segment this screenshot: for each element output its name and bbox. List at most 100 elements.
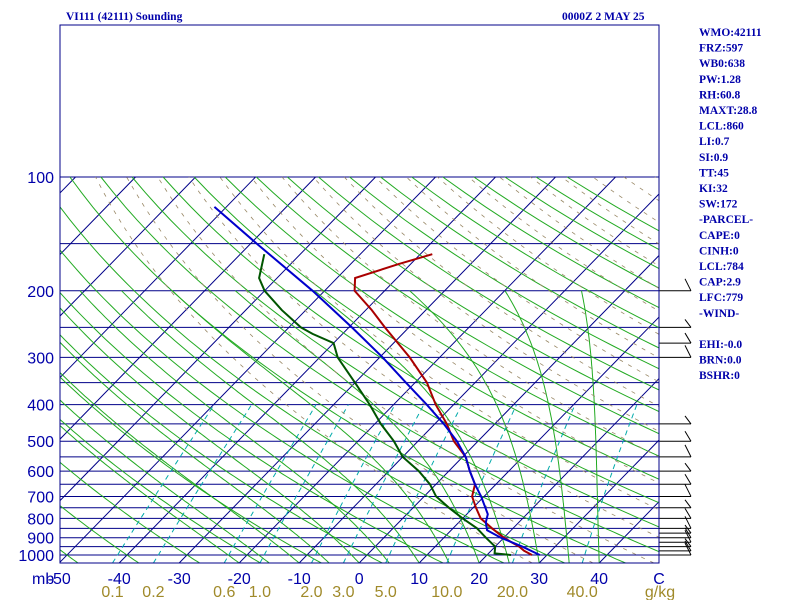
mixing-ratio-tick-label: 1.0 bbox=[249, 584, 271, 600]
isotherm-line bbox=[0, 177, 16, 563]
pressure-tick-label: 800 bbox=[27, 511, 54, 528]
stat-line: BRN:0.0 bbox=[699, 355, 742, 367]
parcel-trace bbox=[213, 206, 541, 556]
isotherm-line bbox=[60, 176, 376, 502]
dry-adiabat bbox=[60, 505, 140, 563]
isotherm-line bbox=[60, 176, 436, 563]
temperature-tick-label: 10 bbox=[410, 571, 428, 588]
mixing-ratio-line bbox=[152, 404, 253, 563]
moist-adiabat bbox=[60, 371, 300, 563]
stat-line: LCL:784 bbox=[699, 261, 744, 273]
temperature-tick-label: -10 bbox=[288, 571, 311, 588]
moist-adiabat bbox=[60, 424, 240, 563]
wind-barb-flag bbox=[684, 430, 692, 442]
mixing-ratio-line bbox=[223, 404, 317, 563]
auxiliary-line bbox=[157, 176, 655, 563]
wind-barb-flag bbox=[684, 508, 692, 519]
wind-barb-flag bbox=[684, 444, 692, 458]
stat-line: -PARCEL- bbox=[699, 214, 753, 226]
mixing-ratio-line bbox=[112, 404, 215, 563]
moist-adiabat bbox=[171, 290, 450, 563]
dry-adiabat bbox=[60, 291, 444, 563]
plot-frame bbox=[59, 24, 660, 564]
dry-adiabat bbox=[504, 176, 659, 270]
dry-adiabat bbox=[162, 176, 659, 504]
wind-barb-flag bbox=[684, 499, 692, 509]
stat-line: CINH:0 bbox=[699, 245, 739, 257]
dry-adiabat bbox=[69, 176, 626, 563]
mixing-ratio-tick-label: 20.0 bbox=[497, 584, 528, 600]
pressure-tick-label: 900 bbox=[27, 531, 54, 548]
wind-barb-flag bbox=[684, 524, 692, 534]
stat-line: CAPE:0 bbox=[699, 230, 740, 242]
stat-line: MAXT:28.8 bbox=[699, 105, 757, 117]
isotherm-line bbox=[238, 176, 616, 563]
dry-adiabat bbox=[255, 176, 659, 435]
auxiliary-line bbox=[468, 176, 659, 312]
mixing-ratio-line bbox=[385, 404, 463, 563]
sounding-time: 0000Z 2 MAY 25 bbox=[562, 11, 645, 23]
stat-line: WB0:638 bbox=[699, 58, 745, 70]
mixing-ratio-line bbox=[311, 404, 396, 563]
stat-line: CAP:2.9 bbox=[699, 277, 741, 289]
dry-adiabat bbox=[380, 176, 659, 349]
moist-adiabat bbox=[504, 290, 570, 563]
stat-line: RH:60.8 bbox=[699, 89, 740, 101]
stat-line: EHI:-0.0 bbox=[699, 339, 742, 351]
moist-adiabat bbox=[79, 290, 390, 563]
stat-line: TT:45 bbox=[699, 167, 729, 179]
dry-adiabat bbox=[224, 176, 659, 457]
dry-adiabat bbox=[60, 418, 261, 563]
mixing-ratio-tick-label: 2.0 bbox=[300, 584, 322, 600]
stats-panel: WMO:42111 FRZ:597 WB0:638 PW:1.28 RH:60.8 MAX… bbox=[699, 27, 762, 382]
wind-barb-flag bbox=[684, 345, 692, 358]
isotherm-line bbox=[538, 439, 659, 563]
stat-line: BSHR:0 bbox=[699, 370, 740, 382]
isotherm-line bbox=[60, 176, 196, 317]
wind-barb-flag bbox=[684, 415, 692, 425]
stat-line: LI:0.7 bbox=[699, 136, 730, 148]
auxiliary-line bbox=[592, 176, 659, 223]
dry-adiabat bbox=[411, 176, 659, 329]
mixing-ratio-tick-label: 5.0 bbox=[375, 584, 397, 600]
stat-line: WMO:42111 bbox=[699, 27, 762, 39]
mixing-ratio-axis-labels: 0.1 0.2 0.6 1.0 2.0 3.0 5.0 10.0 20.0 40.0 g/kg bbox=[101, 584, 675, 600]
auxiliary-line bbox=[530, 176, 659, 267]
stat-line: KI:32 bbox=[699, 183, 728, 195]
dewpoint-trace bbox=[258, 253, 512, 556]
dry-adiabat bbox=[193, 176, 659, 480]
stat-line: LCL:860 bbox=[699, 121, 744, 133]
temperature-tick-label: -40 bbox=[108, 571, 131, 588]
dry-adiabat bbox=[566, 176, 659, 232]
wind-barb-flag bbox=[684, 542, 692, 556]
isotherm-line bbox=[60, 176, 136, 256]
wind-barb-flag bbox=[684, 474, 692, 485]
mixing-ratio-tick-label: 10.0 bbox=[431, 584, 462, 600]
moist-adiabat bbox=[121, 290, 420, 563]
stat-line: LFC:779 bbox=[699, 292, 743, 304]
dry-adiabat bbox=[100, 176, 659, 553]
stat-line: FRZ:597 bbox=[699, 43, 743, 55]
moist-adiabat bbox=[60, 307, 360, 563]
isotherm-line bbox=[178, 176, 556, 563]
pressure-tick-label: 500 bbox=[27, 434, 54, 451]
moist-adiabat bbox=[581, 290, 600, 563]
mixing-ratio-line bbox=[581, 404, 638, 563]
stat-line: -WIND- bbox=[699, 308, 739, 320]
dry-adiabat bbox=[60, 461, 200, 563]
dry-adiabat bbox=[131, 176, 659, 528]
temperature-tick-label: 30 bbox=[530, 571, 548, 588]
mixing-ratio-tick-label: 40.0 bbox=[567, 584, 598, 600]
pressure-tick-label: 600 bbox=[27, 464, 54, 481]
pressure-tick-label: 700 bbox=[27, 489, 54, 506]
pressure-unit-label: mb bbox=[32, 571, 54, 588]
temperature-axis-labels: -50 -40 -30 -20 -10 0 10 20 30 40 C bbox=[48, 571, 665, 588]
isotherm-line bbox=[60, 176, 256, 379]
mixing-ratio-tick-label: 3.0 bbox=[332, 584, 354, 600]
temperature-tick-label: 20 bbox=[470, 571, 488, 588]
mixing-ratio-tick-label: 0.1 bbox=[101, 584, 123, 600]
temperature-tick-label: -20 bbox=[228, 571, 251, 588]
temperature-tick-label: C bbox=[653, 571, 665, 588]
dry-adiabat bbox=[318, 176, 659, 391]
